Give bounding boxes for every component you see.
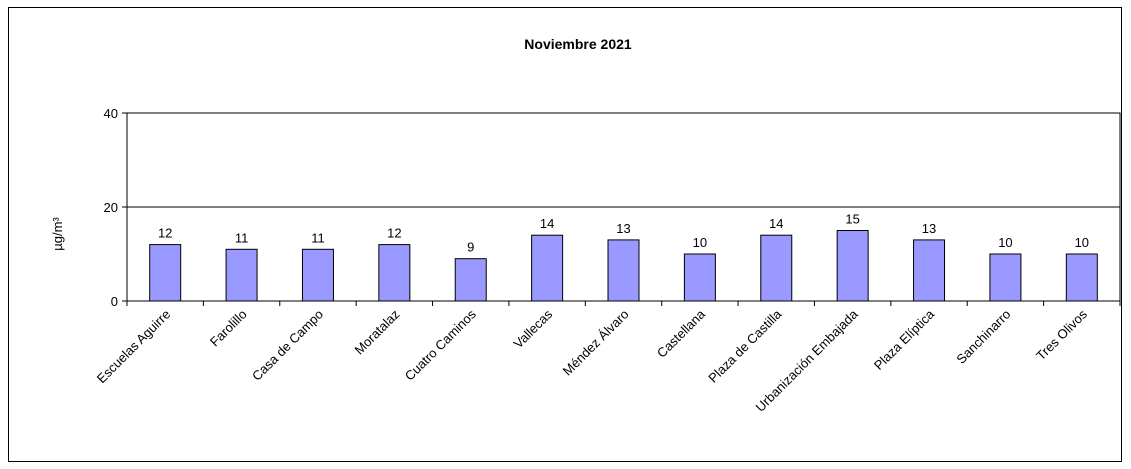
bar	[454, 258, 487, 302]
x-category-label: Méndez Álvaro	[560, 307, 632, 379]
chart-title: Noviembre 2021	[524, 36, 632, 52]
x-category-label: Cuatro Caminos	[402, 306, 479, 383]
x-category-label: Farolillo	[207, 307, 250, 350]
bar	[1065, 253, 1098, 302]
data-label: 9	[467, 240, 474, 255]
x-category-label: Castellana	[654, 306, 709, 361]
bar	[989, 253, 1022, 302]
data-label: 15	[845, 212, 859, 227]
data-label: 10	[693, 235, 707, 250]
x-category-label: Escuelas Aguirre	[94, 307, 174, 387]
bar-chart: Noviembre 2021 µg/m³ 0 20 40 12 Escuelas Agu…	[50, 36, 1121, 415]
bar	[913, 239, 946, 302]
bar	[683, 253, 716, 302]
plot-area: 0 20 40 12 Escuelas Aguirre 11 Farolillo 11 Casa…	[94, 106, 1121, 415]
x-category-label: Casa de Campo	[249, 307, 326, 384]
data-label: 11	[311, 230, 325, 245]
bar	[225, 248, 258, 302]
y-tick-label: 0	[111, 294, 118, 309]
data-label: 13	[616, 221, 630, 236]
bar	[531, 234, 564, 302]
x-category-label: Moratalaz	[352, 307, 403, 358]
x-category-label: Tres Olivos	[1033, 306, 1090, 363]
data-label: 10	[998, 235, 1012, 250]
x-category-label: Plaza Elíptica	[871, 306, 938, 373]
bar	[301, 248, 334, 302]
data-label: 12	[387, 226, 401, 241]
data-label: 13	[922, 221, 936, 236]
bar	[607, 239, 640, 302]
y-axis-label: µg/m³	[50, 217, 65, 251]
x-category-label: Vallecas	[511, 306, 556, 351]
x-category-label: Sanchinarro	[953, 307, 1013, 367]
data-label: 12	[158, 226, 172, 241]
data-label: 10	[1075, 235, 1089, 250]
y-tick-label: 20	[104, 200, 118, 215]
bar	[836, 230, 869, 302]
data-label: 14	[540, 216, 554, 231]
y-tick-label: 40	[104, 106, 118, 121]
chart-frame: Noviembre 2021 µg/m³ 0 20 40 12 Escuelas Agu…	[8, 7, 1122, 462]
bar	[760, 234, 793, 302]
x-category-label: Plaza de Castilla	[705, 306, 785, 386]
data-label: 14	[769, 216, 783, 231]
bar	[149, 244, 182, 302]
bar	[378, 244, 411, 302]
data-label: 11	[235, 230, 249, 245]
